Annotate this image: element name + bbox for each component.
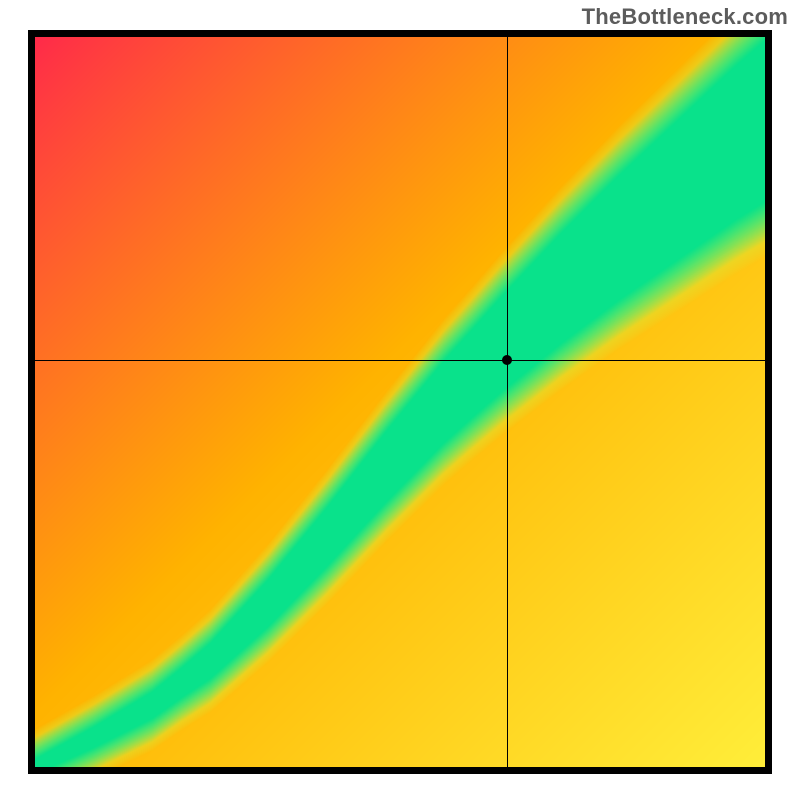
crosshair-horizontal [35, 360, 765, 361]
heatmap-canvas [35, 37, 765, 767]
plot-frame [28, 30, 772, 774]
crosshair-marker [502, 355, 512, 365]
crosshair-vertical [507, 37, 508, 767]
watermark-label: TheBottleneck.com [582, 4, 788, 30]
chart-container: TheBottleneck.com [0, 0, 800, 800]
